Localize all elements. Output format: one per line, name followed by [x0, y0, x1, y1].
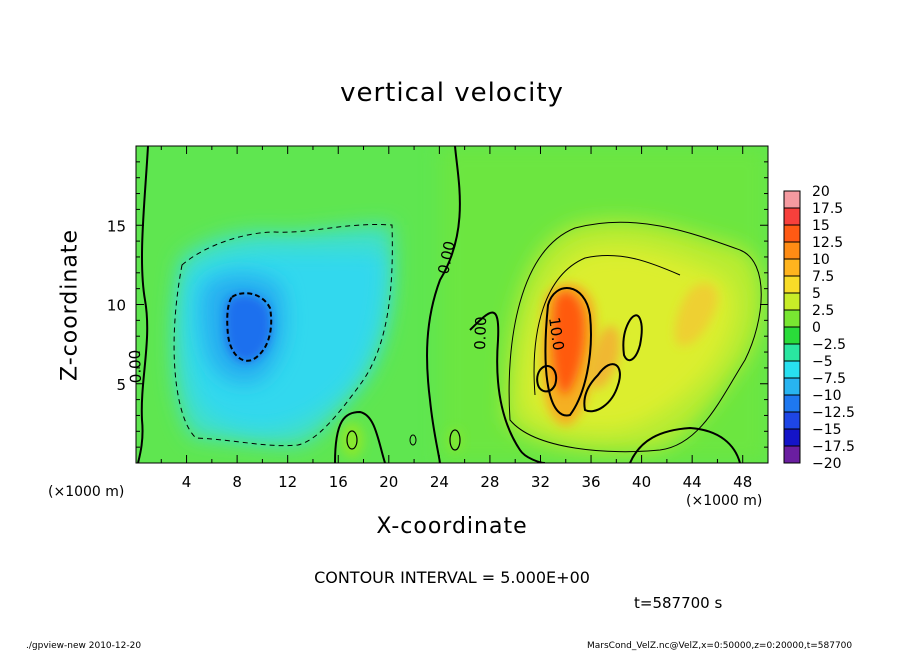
colorbar-label: 12.5 — [812, 235, 843, 251]
x-axis-label: X-coordinate — [376, 514, 528, 539]
colorbar-label: −17.5 — [812, 439, 855, 455]
colorbar-swatch — [784, 361, 800, 378]
contour-label: 0.00 — [126, 349, 145, 383]
colorbar-swatch — [784, 293, 800, 310]
time-label: t=587700 s — [634, 594, 723, 612]
y-tick-label: 15 — [107, 217, 126, 235]
footer-left: ./gpview-new 2010-12-20 — [26, 641, 142, 651]
colorbar-label: 10 — [812, 252, 830, 268]
x-tick-label: 24 — [430, 473, 449, 491]
x-axis-unit: (×1000 m) — [686, 493, 763, 509]
x-tick-label: 28 — [480, 473, 499, 491]
x-tick-label: 4 — [182, 473, 192, 491]
colorbar-label: 17.5 — [812, 201, 843, 217]
contour-label: 10.0 — [545, 316, 567, 352]
colorbar-label: −20 — [812, 456, 842, 472]
colorbar-label: −7.5 — [812, 371, 846, 387]
colorbar-label: 20 — [812, 184, 830, 200]
contour-interval-note: CONTOUR INTERVAL = 5.000E+00 — [314, 568, 590, 587]
y-axis-ticks: 5 10 15 — [107, 161, 768, 448]
y-axis-unit: (×1000 m) — [48, 484, 125, 500]
colorbar-label: 15 — [812, 218, 830, 234]
colorbar-swatch — [784, 259, 800, 276]
contour-label-group: 0.00 0.00 0.00 10.0 — [126, 239, 568, 383]
colorbar-swatch — [784, 395, 800, 412]
colorbar-swatch — [784, 225, 800, 242]
colorbar-label: 2.5 — [812, 303, 834, 319]
x-tick-label: 44 — [683, 473, 702, 491]
colorbar-swatch — [784, 191, 800, 208]
colorbar-swatch — [784, 412, 800, 429]
colorbar-label: 5 — [812, 286, 821, 302]
footer-right: MarsCond_VelZ.nc@VelZ,x=0:50000,z=0:2000… — [587, 641, 853, 651]
colorbar: 2017.51512.5107.552.50−2.5−5−7.5−10−12.5… — [783, 184, 855, 472]
colorbar-swatch — [784, 344, 800, 361]
colorbar-swatch — [784, 242, 800, 259]
colorbar-swatch — [784, 310, 800, 327]
x-axis-ticks: 4 8 12 16 20 24 28 32 36 40 44 48 — [160, 146, 752, 491]
colorbar-swatch — [784, 327, 800, 344]
y-tick-label: 5 — [116, 376, 126, 394]
y-axis-label: Z-coordinate — [57, 229, 83, 381]
x-tick-label: 20 — [379, 473, 398, 491]
x-tick-label: 48 — [733, 473, 752, 491]
x-tick-label: 36 — [581, 473, 600, 491]
x-tick-label: 16 — [329, 473, 348, 491]
contour-label: 0.00 — [471, 316, 490, 350]
x-tick-label: 40 — [632, 473, 651, 491]
colorbar-swatch — [784, 429, 800, 446]
chart-title: vertical velocity — [340, 78, 564, 108]
contour-lines — [137, 146, 762, 463]
y-tick-label: 10 — [107, 297, 126, 315]
velocity-field — [136, 146, 768, 463]
x-tick-label: 32 — [531, 473, 550, 491]
colorbar-label: −5 — [812, 354, 833, 370]
colorbar-swatch — [784, 378, 800, 395]
colorbar-swatch — [784, 446, 800, 463]
colorbar-label: −12.5 — [812, 405, 855, 421]
x-tick-label: 12 — [278, 473, 297, 491]
x-tick-label: 8 — [232, 473, 242, 491]
colorbar-label: −2.5 — [812, 337, 846, 353]
colorbar-label: −15 — [812, 422, 842, 438]
colorbar-label: 7.5 — [812, 269, 834, 285]
colorbar-swatch — [784, 208, 800, 225]
colorbar-swatch — [784, 276, 800, 293]
colorbar-label: −10 — [812, 388, 842, 404]
colorbar-label: 0 — [812, 320, 821, 336]
